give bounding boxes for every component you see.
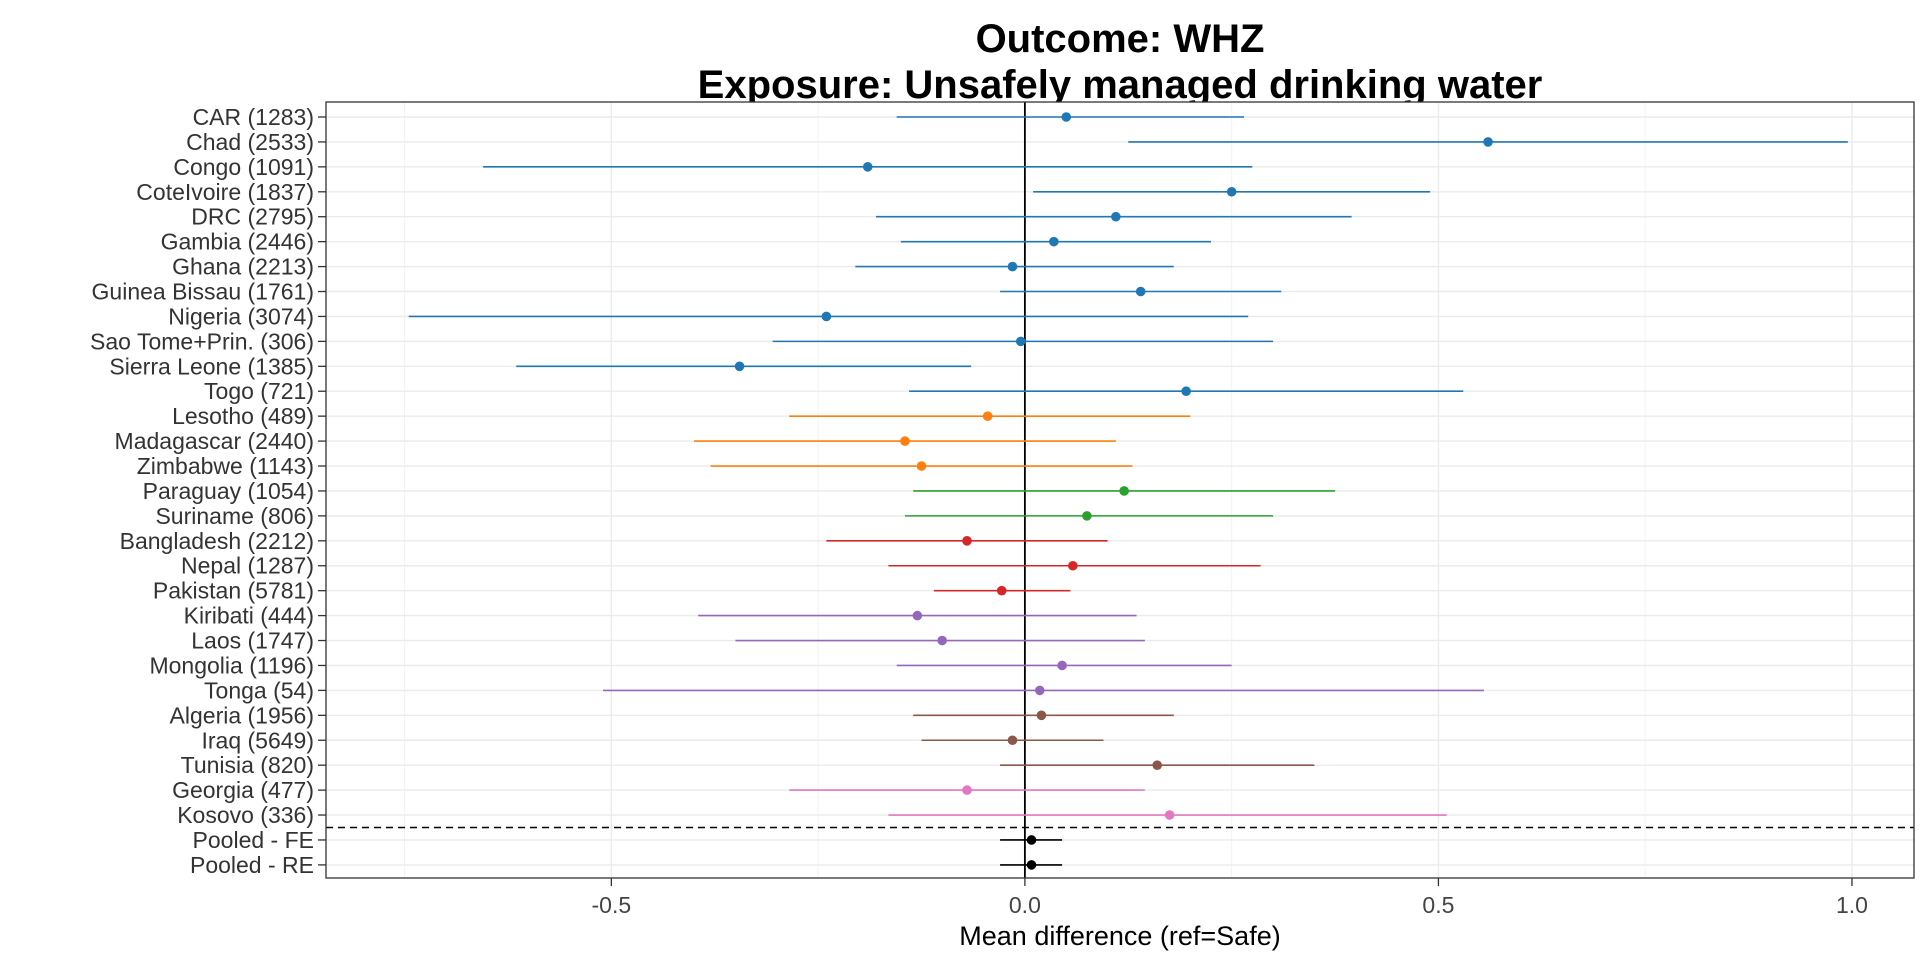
y-tick-label: Tunisia (820) [181, 752, 314, 778]
point-estimate [912, 610, 923, 621]
point-estimate [937, 635, 947, 646]
point-estimate [862, 162, 873, 172]
point-estimate [916, 461, 927, 471]
point-estimate [1068, 560, 1078, 571]
y-tick-label: Kosovo (336) [177, 802, 314, 828]
data-marks [408, 112, 1848, 870]
y-tick-label: Mongolia (1196) [149, 652, 314, 678]
x-tick-label: 0.5 [1422, 892, 1454, 918]
y-tick-label: Zimbabwe (1143) [137, 453, 314, 479]
y-tick-label: Bangladesh (2212) [120, 528, 314, 554]
chart-subtitle: Exposure: Unsafely managed drinking wate… [698, 63, 1543, 107]
x-axis: -0.5 0.0 0.5 1.0 [592, 878, 1868, 918]
y-tick-label: Pooled - FE [193, 827, 314, 853]
point-estimate [1015, 336, 1026, 347]
point-estimate [1111, 211, 1121, 222]
y-tick-label: Pakistan (5781) [153, 578, 314, 604]
point-estimate [734, 361, 745, 372]
y-tick-label: Kiribati (444) [184, 603, 314, 629]
y-tick-label: Nigeria (3074) [168, 303, 314, 329]
point-estimate [1007, 735, 1018, 746]
point-estimate [1026, 860, 1037, 870]
point-estimate [1164, 810, 1175, 820]
y-tick-label: Sao Tome+Prin. (306) [90, 328, 314, 354]
point-estimate [1181, 386, 1191, 397]
y-tick-label: Nepal (1287) [181, 553, 314, 579]
y-tick-label: Chad (2533) [186, 129, 314, 155]
y-tick-label: Algeria (1956) [170, 702, 314, 728]
y-tick-label: Congo (1091) [173, 154, 314, 180]
y-tick-label: Pooled - RE [190, 852, 314, 878]
point-estimate [962, 785, 972, 795]
point-estimate [996, 585, 1007, 596]
y-tick-label: Madagascar (2440) [115, 428, 314, 454]
x-tick-label: 1.0 [1836, 892, 1868, 918]
point-estimate [1226, 186, 1237, 197]
y-tick-label: CoteIvoire (1837) [136, 179, 314, 205]
y-tick-label: Georgia (477) [172, 777, 314, 803]
y-tick-label: Suriname (806) [155, 503, 314, 529]
y-axis: CAR (1283)Chad (2533)Congo (1091)CoteIvo… [90, 104, 326, 878]
x-axis-label: Mean difference (ref=Safe) [959, 921, 1280, 951]
point-estimate [982, 411, 993, 421]
chart-title: Outcome: WHZ [976, 17, 1265, 61]
point-estimate [1026, 835, 1037, 845]
point-estimate [1119, 486, 1129, 496]
reference-lines [326, 102, 1914, 878]
point-estimate [1057, 660, 1067, 671]
point-estimate [1007, 261, 1018, 272]
y-tick-label: Gambia (2446) [161, 229, 314, 255]
y-tick-label: Lesotho (489) [172, 403, 314, 429]
y-tick-label: Laos (1747) [191, 628, 314, 654]
y-tick-label: DRC (2795) [191, 204, 314, 230]
x-tick-label: 0.0 [1009, 892, 1041, 918]
point-estimate [1082, 511, 1092, 521]
point-estimate [1049, 236, 1059, 247]
point-estimate [1152, 760, 1163, 770]
point-estimate [1061, 112, 1072, 122]
point-estimate [900, 436, 910, 446]
point-estimate [1036, 710, 1047, 721]
point-estimate [1034, 685, 1045, 696]
point-estimate [1135, 286, 1146, 297]
y-tick-label: Tonga (54) [204, 677, 314, 703]
x-tick-label: -0.5 [592, 892, 632, 918]
plot-panel-border [325, 101, 1915, 879]
y-tick-label: Iraq (5649) [201, 727, 314, 753]
point-estimate [821, 311, 832, 322]
point-estimate [1483, 137, 1493, 147]
y-tick-label: Paraguay (1054) [143, 478, 314, 504]
y-tick-label: Togo (721) [204, 378, 314, 404]
point-estimate [962, 536, 972, 546]
y-tick-label: CAR (1283) [193, 104, 314, 130]
y-tick-label: Ghana (2213) [172, 254, 314, 280]
y-tick-label: Guinea Bissau (1761) [92, 279, 314, 305]
y-tick-label: Sierra Leone (1385) [109, 353, 314, 379]
